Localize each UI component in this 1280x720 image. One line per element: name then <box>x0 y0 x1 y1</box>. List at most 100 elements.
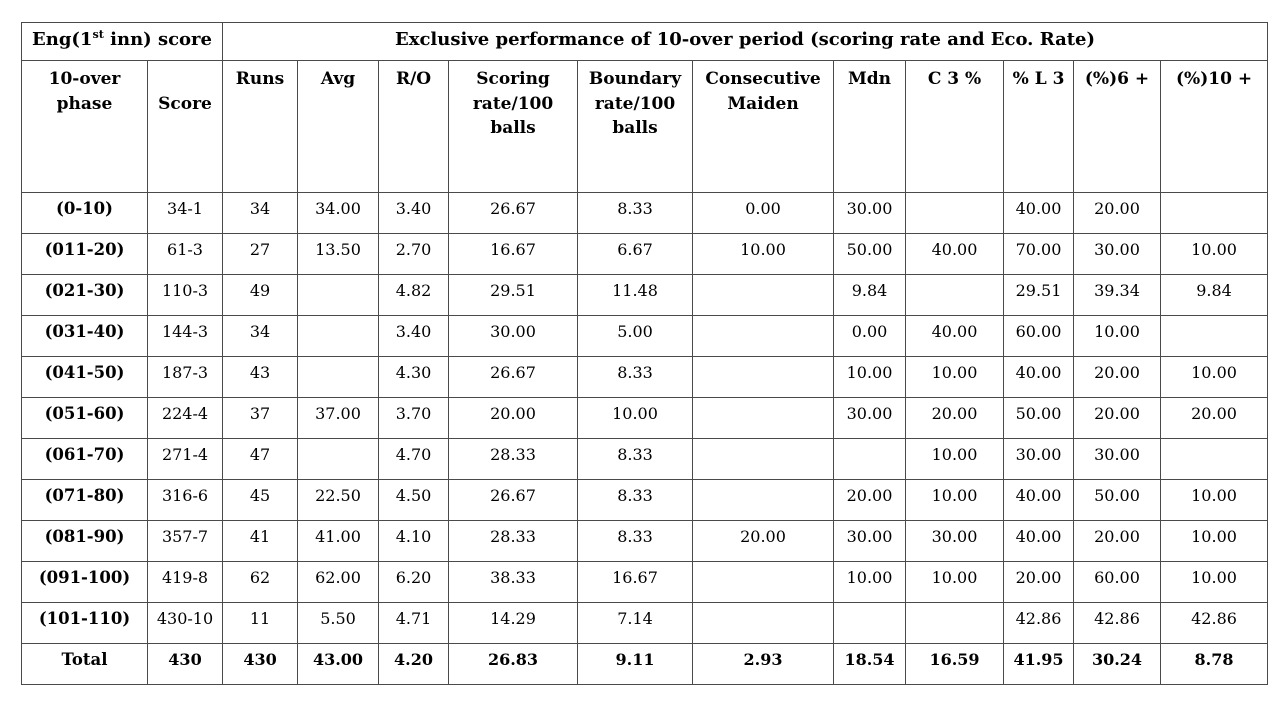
col-header-mdn: Mdn <box>833 60 907 193</box>
value-cell: 38.33 <box>448 561 579 603</box>
col-header-l3-percent: % L 3 <box>1003 60 1075 193</box>
value-cell: 40.00 <box>1003 192 1075 234</box>
value-cell: 49 <box>222 274 299 316</box>
value-cell: 40.00 <box>1003 479 1075 521</box>
value-cell <box>905 602 1005 644</box>
value-cell: 29.51 <box>1003 274 1075 316</box>
value-cell <box>905 274 1005 316</box>
value-cell: 16.67 <box>577 561 694 603</box>
value-cell: 20.00 <box>1073 356 1162 398</box>
exclusive-performance-header: Exclusive performance of 10-over period … <box>222 22 1269 61</box>
value-cell: 43 <box>222 356 299 398</box>
value-cell: 43.00 <box>297 643 380 685</box>
value-cell: 22.50 <box>297 479 380 521</box>
value-cell: 430-10 <box>146 602 224 644</box>
value-cell: 4.10 <box>378 520 450 562</box>
value-cell <box>692 438 835 480</box>
value-cell: 50.00 <box>833 233 907 275</box>
col-header-runs: Runs <box>222 60 299 193</box>
value-cell: 6.67 <box>577 233 694 275</box>
value-cell: 30.00 <box>833 397 907 439</box>
value-cell: 187-3 <box>146 356 224 398</box>
value-cell: 11.48 <box>577 274 694 316</box>
value-cell: 10.00 <box>905 479 1005 521</box>
value-cell: 4.70 <box>378 438 450 480</box>
phase-cell: (051-60) <box>21 397 148 439</box>
value-cell: 10.00 <box>1160 233 1269 275</box>
value-cell: 42.86 <box>1003 602 1075 644</box>
value-cell: 60.00 <box>1003 315 1075 357</box>
value-cell: 8.78 <box>1160 643 1269 685</box>
value-cell: 40.00 <box>905 233 1005 275</box>
value-cell: 316-6 <box>146 479 224 521</box>
value-cell <box>692 397 835 439</box>
value-cell <box>692 315 835 357</box>
value-cell: 10.00 <box>1160 520 1269 562</box>
value-cell: 26.67 <box>448 192 579 234</box>
value-cell: 0.00 <box>833 315 907 357</box>
value-cell: 9.11 <box>577 643 694 685</box>
value-cell: 34-1 <box>146 192 224 234</box>
table-row: (081-90) 357-7 41 41.00 4.10 28.33 8.33 20.00 30… <box>21 520 1269 562</box>
table-row: (021-30) 110-3 49 4.82 29.51 11.48 9.84 29.51 39… <box>21 274 1269 316</box>
table-row: (031-40) 144-3 34 3.40 30.00 5.00 0.00 40.00 60.… <box>21 315 1269 357</box>
phase-cell: (031-40) <box>21 315 148 357</box>
performance-table: Eng(1st inn) score Exclusive performance… <box>20 22 1269 685</box>
value-cell: 61-3 <box>146 233 224 275</box>
value-cell: 430 <box>222 643 299 685</box>
phase-cell: (021-30) <box>21 274 148 316</box>
value-cell: 224-4 <box>146 397 224 439</box>
value-cell: 8.33 <box>577 479 694 521</box>
value-cell <box>297 438 380 480</box>
value-cell: 10.00 <box>905 356 1005 398</box>
value-cell: 14.29 <box>448 602 579 644</box>
value-cell: 11 <box>222 602 299 644</box>
value-cell: 3.40 <box>378 315 450 357</box>
value-cell: 144-3 <box>146 315 224 357</box>
value-cell: 5.00 <box>577 315 694 357</box>
value-cell: 20.00 <box>1073 192 1162 234</box>
col-header-c3-percent: C 3 % <box>905 60 1005 193</box>
value-cell: 30.00 <box>448 315 579 357</box>
value-cell <box>1160 315 1269 357</box>
value-cell: 20.00 <box>1073 397 1162 439</box>
column-header-row: 10-over phase Score Runs Avg R/O Scoring… <box>21 60 1269 193</box>
ordinal-superscript: st <box>92 28 104 41</box>
table-row: (0-10) 34-1 34 34.00 3.40 26.67 8.33 0.00 30.00 4… <box>21 192 1269 234</box>
value-cell: 10.00 <box>833 356 907 398</box>
value-cell: 34 <box>222 192 299 234</box>
table-row: (051-60) 224-4 37 37.00 3.70 20.00 10.00 30.00 2… <box>21 397 1269 439</box>
value-cell <box>833 602 907 644</box>
phase-cell: (041-50) <box>21 356 148 398</box>
value-cell: 271-4 <box>146 438 224 480</box>
value-cell: 8.33 <box>577 520 694 562</box>
phase-cell: (071-80) <box>21 479 148 521</box>
value-cell: 40.00 <box>1003 356 1075 398</box>
value-cell: 41.95 <box>1003 643 1075 685</box>
value-cell: 8.33 <box>577 192 694 234</box>
col-header-phase: 10-over phase <box>21 60 148 193</box>
value-cell: 8.33 <box>577 438 694 480</box>
value-cell: 10.00 <box>1073 315 1162 357</box>
table-row: (101-110) 430-10 11 5.50 4.71 14.29 7.14 42.86 4… <box>21 602 1269 644</box>
value-cell: 3.70 <box>378 397 450 439</box>
value-cell: 9.84 <box>833 274 907 316</box>
value-cell: 18.54 <box>833 643 907 685</box>
value-cell: 20.00 <box>448 397 579 439</box>
phase-cell: (081-90) <box>21 520 148 562</box>
value-cell: 0.00 <box>692 192 835 234</box>
value-cell: 10.00 <box>1160 479 1269 521</box>
value-cell: 8.33 <box>577 356 694 398</box>
value-cell: 28.33 <box>448 520 579 562</box>
value-cell <box>692 602 835 644</box>
value-cell <box>692 479 835 521</box>
value-cell: 419-8 <box>146 561 224 603</box>
value-cell: 4.50 <box>378 479 450 521</box>
table-body: (0-10) 34-1 34 34.00 3.40 26.67 8.33 0.00 30.00 4… <box>21 192 1269 685</box>
value-cell: 10.00 <box>1160 561 1269 603</box>
value-cell: 4.20 <box>378 643 450 685</box>
value-cell: 29.51 <box>448 274 579 316</box>
value-cell: 2.93 <box>692 643 835 685</box>
value-cell: 28.33 <box>448 438 579 480</box>
